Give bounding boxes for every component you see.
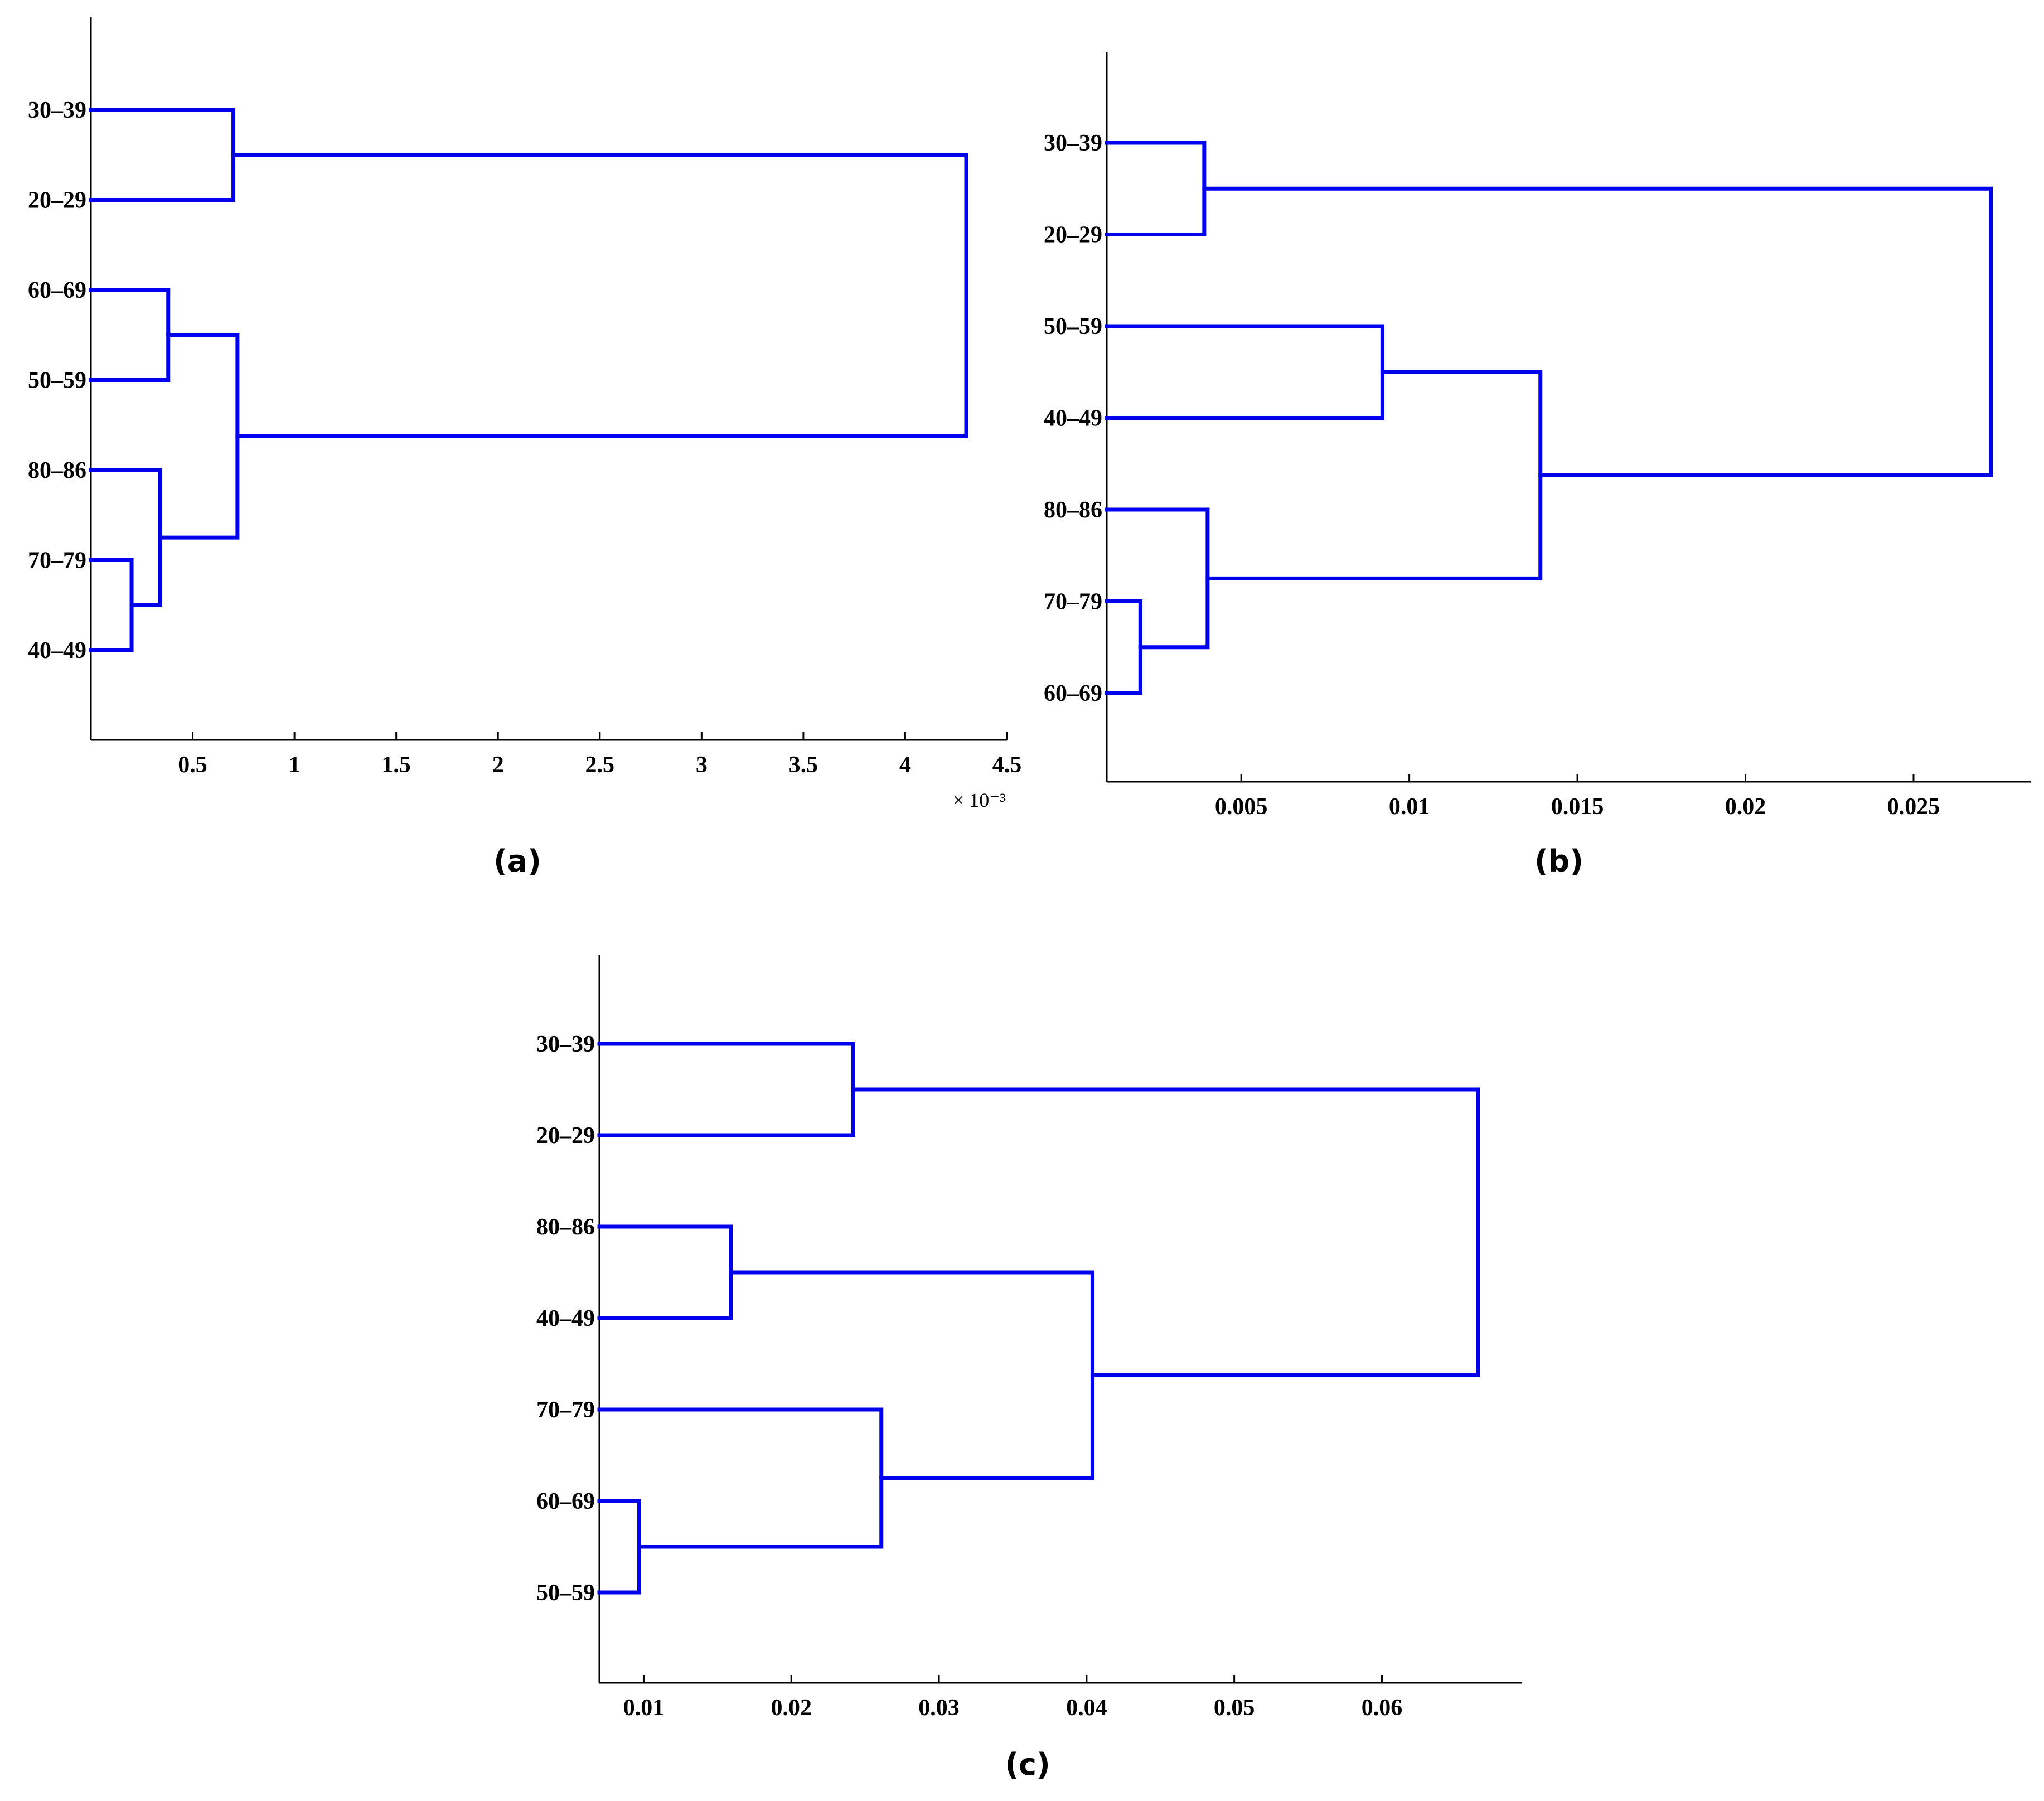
- leaf-label: 30–39: [1044, 130, 1102, 156]
- x-tick-label: 0.5: [178, 752, 207, 778]
- x-tick-label: 0.02: [771, 1695, 812, 1721]
- leaf-label: 40–49: [536, 1306, 595, 1332]
- cluster-link: [597, 1407, 884, 1549]
- cluster-link: [729, 1270, 1094, 1480]
- leaf-label: 60–69: [1044, 681, 1102, 706]
- panel-caption-a: (a): [493, 844, 541, 879]
- cluster-link: [89, 468, 162, 607]
- leaf-label: 60–69: [28, 278, 86, 303]
- x-tick-label: 4.5: [992, 752, 1022, 778]
- dendrogram-a: 30–39 20–29 60–69 50–59 80–86 70–79 40–49 0.5 1 1…: [28, 17, 1021, 879]
- cluster-link: [89, 288, 171, 382]
- dendrogram-b: 30–39 20–29 50–59 40–49 80–86 70–79 60–69 0.005…: [1044, 52, 2031, 879]
- x-tick-label: 0.04: [1066, 1695, 1107, 1721]
- panel-caption-b: (b): [1534, 844, 1583, 879]
- x-tick-label: 0.025: [1887, 794, 1940, 820]
- x-tick-label: 0.01: [1389, 794, 1430, 820]
- x-tick-label: 1: [289, 752, 301, 778]
- leaf-label: 40–49: [28, 638, 86, 664]
- cluster-link: [597, 1499, 641, 1595]
- x-tick-label: 0.015: [1551, 794, 1604, 820]
- cluster-link: [89, 558, 134, 652]
- cluster-link: [158, 333, 240, 540]
- x-tick-label: 0.06: [1362, 1695, 1403, 1721]
- leaf-label: 40–49: [1044, 406, 1102, 432]
- dendrogram-c: 30–39 20–29 80–86 40–49 70–79 60–69 50–59 0.01 0…: [536, 955, 1522, 1782]
- leaf-label: 80–86: [536, 1214, 595, 1240]
- x-tick-label: 3: [696, 752, 708, 778]
- leaf-label: 80–86: [1044, 497, 1102, 523]
- x-tick-label: 0.02: [1725, 794, 1766, 820]
- cluster-link: [1105, 324, 1384, 420]
- leaf-label: 60–69: [536, 1489, 595, 1514]
- x-tick-label: 3.5: [789, 752, 818, 778]
- leaf-label: 20–29: [536, 1123, 595, 1149]
- leaf-label: 30–39: [28, 98, 86, 123]
- cluster-link: [231, 153, 968, 438]
- cluster-link: [1205, 370, 1543, 580]
- panel-caption-c: (c): [1005, 1747, 1050, 1782]
- leaf-label: 20–29: [1044, 222, 1102, 248]
- x-axis-exponent: × 10⁻³: [953, 789, 1006, 811]
- cluster-link: [1105, 507, 1210, 650]
- leaf-label: 80–86: [28, 458, 86, 483]
- leaf-label: 20–29: [28, 188, 86, 214]
- x-tick-label: 2.5: [585, 752, 615, 778]
- leaf-label: 50–59: [1044, 314, 1102, 340]
- cluster-link: [597, 1224, 733, 1320]
- x-tick-label: 0.03: [918, 1695, 960, 1721]
- x-tick-label: 0.01: [623, 1695, 665, 1721]
- cluster-link: [597, 1042, 855, 1137]
- leaf-label: 70–79: [28, 548, 86, 574]
- x-tick-label: 2: [492, 752, 504, 778]
- leaf-label: 50–59: [536, 1580, 595, 1606]
- cluster-link: [1202, 186, 1993, 477]
- cluster-link: [1105, 141, 1207, 236]
- cluster-link: [851, 1087, 1480, 1377]
- leaf-label: 30–39: [536, 1032, 595, 1057]
- x-tick-label: 4: [899, 752, 911, 778]
- leaf-label: 50–59: [28, 368, 86, 394]
- cluster-link: [89, 108, 236, 202]
- x-tick-label: 1.5: [381, 752, 411, 778]
- cluster-link: [1105, 599, 1142, 695]
- x-tick-label: 0.005: [1215, 794, 1268, 820]
- leaf-label: 70–79: [536, 1397, 595, 1423]
- x-tick-label: 0.05: [1214, 1695, 1255, 1721]
- leaf-label: 70–79: [1044, 589, 1102, 615]
